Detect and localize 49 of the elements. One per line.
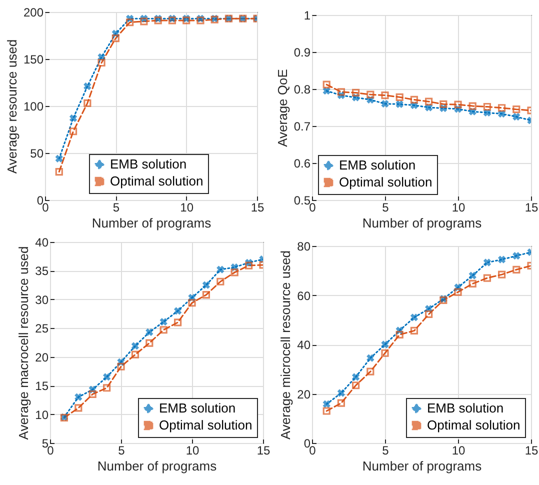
y-tick-label: 40 xyxy=(35,236,49,250)
legend-label: EMB solution xyxy=(427,400,504,416)
y-tick-label: 200 xyxy=(23,6,44,20)
y-tick-label: 25 xyxy=(35,322,49,336)
y-tick-label: 80 xyxy=(297,240,311,254)
y-axis-title: Average microcell resource used xyxy=(278,250,294,440)
y-tick-label: 10 xyxy=(35,408,49,422)
y-tick-label: 1 xyxy=(304,8,311,22)
legend-label: Optimal solution xyxy=(110,174,204,188)
y-axis-title: Average macrocell resource used xyxy=(16,246,32,440)
x-tick-label: 10 xyxy=(452,444,466,458)
y-tick-label: 150 xyxy=(23,52,44,66)
x-tick-label: 5 xyxy=(118,444,126,458)
y-tick-label: 15 xyxy=(35,379,49,394)
x-tick-label: 5 xyxy=(382,444,390,458)
x-tick-label: 15 xyxy=(524,200,538,214)
x-tick-label: 10 xyxy=(452,200,466,214)
y-tick-label: 0.6 xyxy=(294,156,311,170)
y-tick-label: 100 xyxy=(23,100,44,114)
y-tick-label: 0.8 xyxy=(294,82,311,96)
y-tick-label: 0.5 xyxy=(294,194,311,208)
x-tick-label: 5 xyxy=(112,200,120,214)
y-axis-title: Average resource used xyxy=(4,39,20,174)
legend-label: Optimal solution xyxy=(159,418,252,432)
x-axis-title: Number of programs xyxy=(362,216,482,230)
x-axis-title: Number of programs xyxy=(92,216,212,230)
x-tick-label: 10 xyxy=(186,444,200,458)
y-tick-label: 50 xyxy=(30,146,44,160)
x-tick-label: 15 xyxy=(256,444,270,458)
x-axis-title: Number of programs xyxy=(97,458,218,474)
x-axis-title: Number of programs xyxy=(362,458,482,474)
y-tick-label: 30 xyxy=(35,292,49,307)
x-tick-label: 5 xyxy=(382,200,390,214)
y-axis-title: Average QoE xyxy=(274,68,290,147)
x-tick-label: 15 xyxy=(524,444,538,458)
y-tick-label: 20 xyxy=(35,350,49,364)
legend-label: EMB solution xyxy=(110,156,187,172)
legend-label: Optimal solution xyxy=(339,174,432,190)
legend-label: EMB solution xyxy=(339,158,416,172)
y-tick-label: 0.7 xyxy=(294,120,311,134)
x-tick-label: 10 xyxy=(180,200,194,214)
legend-label: Optimal solution xyxy=(427,418,520,432)
y-tick-label: 0.9 xyxy=(294,46,311,60)
y-tick-label: 60 xyxy=(297,288,311,303)
y-tick-label: 35 xyxy=(35,264,49,278)
x-tick-label: 15 xyxy=(250,200,264,214)
legend-label: EMB solution xyxy=(159,400,236,416)
y-tick-label: 40 xyxy=(297,338,311,352)
y-tick-label: 20 xyxy=(297,387,311,402)
